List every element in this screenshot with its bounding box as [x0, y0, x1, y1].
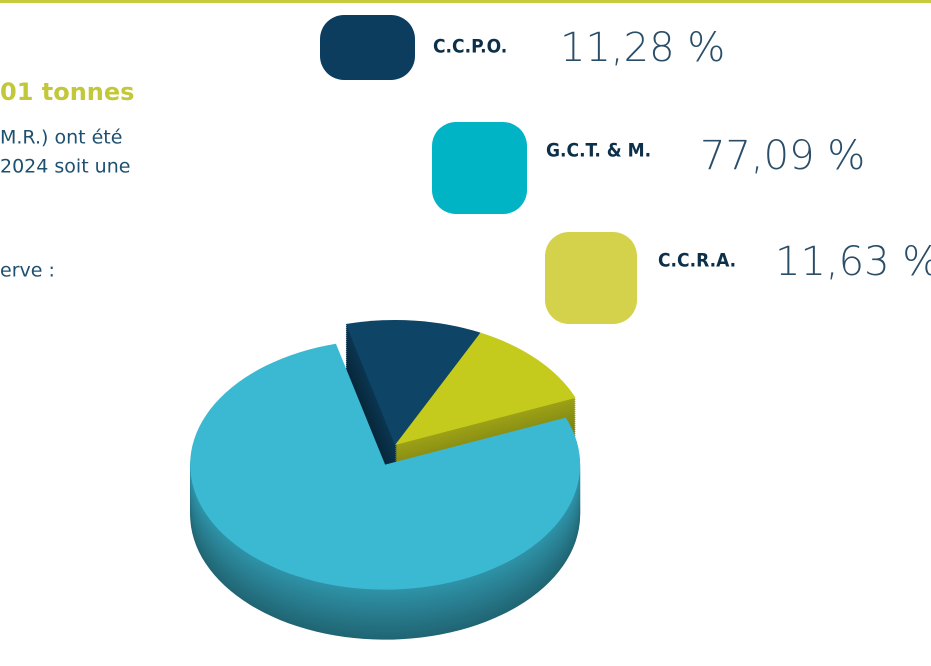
- top-rule: [0, 0, 931, 3]
- legend-label: C.C.P.O.: [433, 36, 507, 58]
- legend-swatch: [320, 15, 415, 80]
- value-label: 77,09 %: [700, 133, 865, 179]
- value-label: 11,28 %: [560, 25, 725, 71]
- heading-fragment: 01 tonnes: [0, 78, 134, 106]
- text-fragment: M.R.) ont été: [0, 127, 122, 149]
- pie-slice: [395, 332, 576, 445]
- legend-swatch: [432, 122, 527, 214]
- pie-slice: [345, 320, 481, 445]
- legend-label: C.C.R.A.: [658, 250, 736, 272]
- legend-label: G.C.T. & M.: [546, 140, 651, 162]
- pie-slice-group: [190, 343, 581, 640]
- pie-slice: [190, 343, 581, 590]
- text-fragment: erve :: [0, 260, 55, 282]
- text-fragment: 2024 soit une: [0, 156, 130, 178]
- value-label: 11,63 %: [775, 239, 931, 285]
- legend-swatch: [545, 232, 637, 324]
